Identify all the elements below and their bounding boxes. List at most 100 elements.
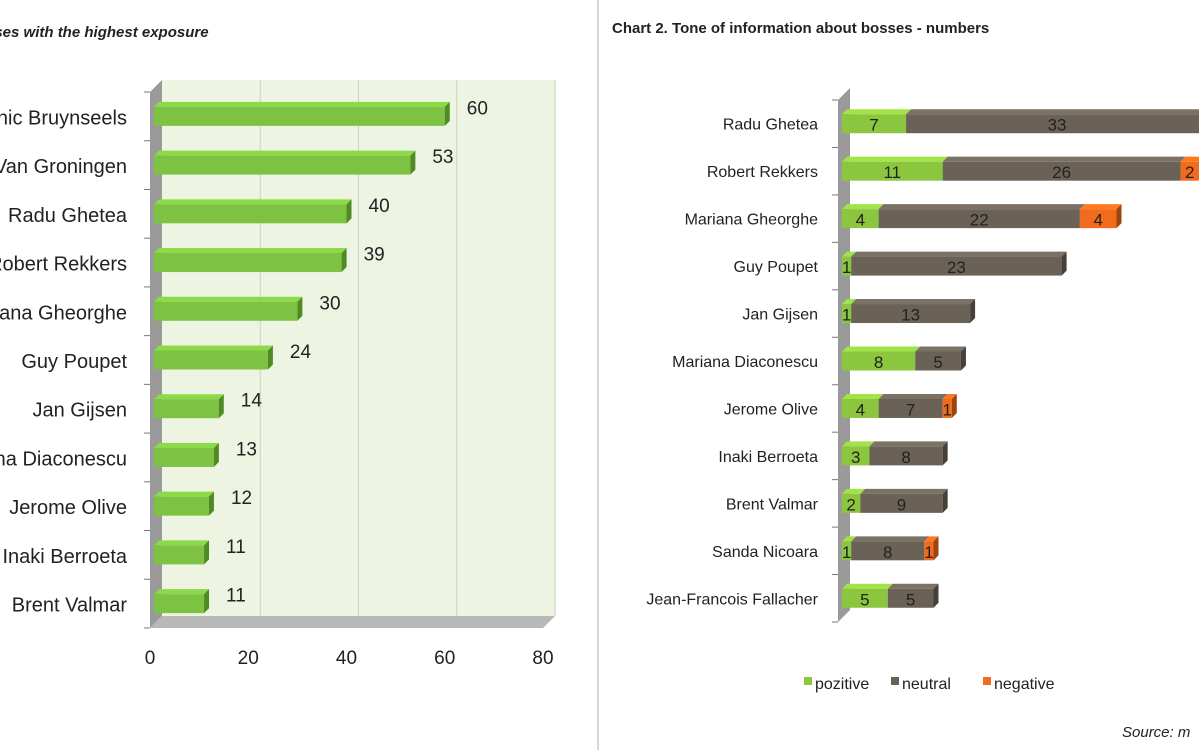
chart1-bar-top xyxy=(154,248,347,254)
chart2-segment-label: 2 xyxy=(846,495,855,514)
chart1-bar xyxy=(154,496,209,516)
chart2-segment-label: 22 xyxy=(970,211,989,230)
chart1-bar xyxy=(154,545,205,565)
chart2-bar-side xyxy=(942,441,948,466)
chart2-segment-top xyxy=(842,488,866,494)
chart1-category-label: Radu Ghetea xyxy=(8,205,128,227)
chart2-segment-top xyxy=(842,299,857,305)
chart1-bar xyxy=(154,594,205,614)
chart2-segment-label: 1 xyxy=(842,258,851,277)
source-note: Source: m xyxy=(1122,724,1191,741)
chart2-segment-label: 4 xyxy=(856,211,865,230)
chart2-segment-negative xyxy=(1180,161,1199,181)
chart1-category-label: Dominic Bruynseels xyxy=(0,107,127,129)
chart2-legend-label: neutral xyxy=(902,676,951,693)
chart2-segment-top xyxy=(878,393,948,399)
chart1-bar-side xyxy=(267,345,273,370)
chart2-segment-label: 23 xyxy=(947,258,966,277)
chart2-legend-swatch xyxy=(891,677,899,685)
chart2-bar-side xyxy=(960,346,966,371)
chart1-category-label: Guy Poupet xyxy=(21,351,127,373)
chart1-bar-side xyxy=(208,491,214,516)
chart2-segment-pozitive xyxy=(842,351,916,371)
chart1-category-label: Brent Valmar xyxy=(12,595,128,617)
chart2-legend-label: pozitive xyxy=(815,676,869,693)
chart1-bar-side xyxy=(346,199,352,224)
chart2-segment-top xyxy=(842,109,912,115)
chart1-bar-side xyxy=(341,248,347,273)
chart2-segment-top xyxy=(842,536,857,542)
chart1-bar-side xyxy=(204,589,210,614)
chart1-bar xyxy=(154,350,268,370)
chart1-bar-side xyxy=(204,540,210,565)
chart1-bar xyxy=(154,204,347,224)
chart1-value-label: 12 xyxy=(231,488,252,509)
chart1-bar-side xyxy=(444,101,450,126)
chart2-segment-top xyxy=(942,393,957,399)
chart2-segment-pozitive xyxy=(842,541,852,561)
chart2-segment-pozitive xyxy=(842,398,879,418)
chart2-segment-top xyxy=(924,536,939,542)
chart2-segment-label: 2 xyxy=(1185,163,1194,182)
chart1-value-label: 40 xyxy=(369,196,390,217)
chart2-segment-top xyxy=(887,583,939,589)
chart1-bar-side xyxy=(213,442,219,467)
chart2-bar-side xyxy=(970,299,976,324)
chart1-category-label: Robert Rekkers xyxy=(0,254,127,276)
chart2-segment-label: 9 xyxy=(897,495,906,514)
chart2-segment-top xyxy=(851,251,1067,257)
chart2-segment-label: 7 xyxy=(869,116,878,135)
chart2-bar-side xyxy=(942,488,948,513)
chart1-value-label: 39 xyxy=(364,245,385,266)
chart1-bar-top xyxy=(154,199,352,205)
chart2-segment-top xyxy=(851,299,976,305)
chart2-segment-label: 13 xyxy=(901,306,920,325)
chart2-segment-neutral xyxy=(942,161,1181,181)
chart2-segment-label: 1 xyxy=(842,543,851,562)
chart2-segment-label: 26 xyxy=(1052,163,1071,182)
chart1-bar-side xyxy=(297,296,303,321)
chart2-bar-side xyxy=(1116,204,1122,229)
chart1-value-label: 13 xyxy=(236,439,257,460)
chart2-segment-neutral xyxy=(915,351,961,371)
chart2-segment-label: 5 xyxy=(933,353,942,372)
chart1-bar-top xyxy=(154,540,210,546)
chart2-segment-top xyxy=(842,393,884,399)
chart2-segment-label: 4 xyxy=(1093,211,1102,230)
chart2-segment-pozitive xyxy=(842,493,861,513)
chart1-floor xyxy=(150,616,555,628)
chart2-segment-top xyxy=(915,346,966,352)
chart2-category-label: Mariana Diaconescu xyxy=(672,354,818,371)
chart1-bar xyxy=(154,106,445,126)
chart2-segment-label: 11 xyxy=(883,163,901,182)
chart1-bar-top xyxy=(154,442,219,448)
chart1-bar xyxy=(154,447,214,467)
chart2-title: Chart 2. Tone of information about bosse… xyxy=(612,20,990,37)
chart1-value-label: 11 xyxy=(226,537,246,558)
chart1-x-tick-label: 80 xyxy=(532,648,553,669)
chart2-category-label: Radu Ghetea xyxy=(723,117,818,134)
chart2-segment-top xyxy=(851,536,930,542)
chart1-bar xyxy=(154,301,298,321)
chart2-segment-pozitive xyxy=(842,161,943,181)
chart2-segment-negative xyxy=(1079,209,1117,229)
chart1-bar-side xyxy=(218,394,224,419)
chart2-segment-pozitive xyxy=(842,304,852,324)
chart2-segment-top xyxy=(1180,156,1199,162)
chart2-segment-neutral xyxy=(906,114,1199,134)
chart2-segment-top xyxy=(878,204,1085,210)
chart2-segment-label: 8 xyxy=(874,353,883,372)
chart2-bar-side xyxy=(951,393,957,418)
chart2-segment-pozitive xyxy=(842,114,907,134)
chart2-segment-top xyxy=(842,204,884,210)
chart1-bar-top xyxy=(154,394,224,400)
chart1-bar-top xyxy=(154,296,303,302)
chart2-legend-swatch xyxy=(804,677,812,685)
chart2-segment-neutral xyxy=(851,541,925,561)
chart2-category-label: Guy Poupet xyxy=(734,259,819,276)
chart2-segment-neutral xyxy=(887,588,934,608)
chart2-category-label: Jerome Olive xyxy=(724,401,818,418)
chart2-segment-label: 1 xyxy=(924,543,933,562)
chart1-x-tick-label: 40 xyxy=(336,648,357,669)
chart1-bar xyxy=(154,399,219,419)
